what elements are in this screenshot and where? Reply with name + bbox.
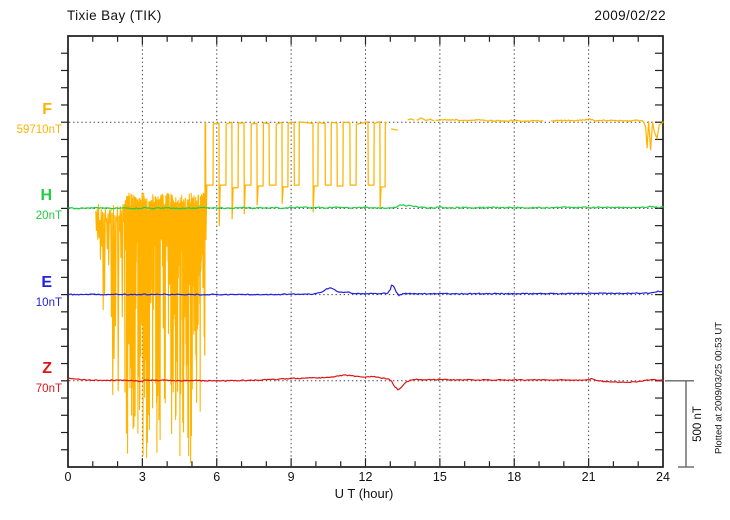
plotted-at-timestamp: Plotted at 2009/03/25 00:53 UT: [713, 321, 725, 455]
trace-F: [435, 118, 544, 123]
trace-F: [407, 118, 415, 121]
trace-F-noise: [95, 204, 126, 396]
scale-bar-label: 500 nT: [692, 406, 704, 442]
channel-label-H: H: [40, 187, 52, 205]
x-axis-title: U T (hour): [334, 486, 394, 501]
trace-F: [550, 118, 664, 151]
x-tick-label: 9: [287, 470, 295, 484]
trace-F: [416, 117, 435, 122]
trace-E: [67, 284, 664, 297]
channel-baseline-value-H: 20nT: [35, 210, 62, 223]
trace-Z: [67, 374, 664, 391]
channel-label-F: F: [42, 101, 52, 119]
channel-baseline-value-F: 59710nT: [16, 124, 62, 137]
channel-label-Z: Z: [42, 359, 52, 377]
x-tick-label: 15: [432, 470, 447, 484]
x-tick-label: 24: [656, 470, 670, 484]
trace-F-noise: [124, 192, 206, 464]
x-tick-label: 3: [138, 470, 146, 484]
station-title: Tixie Bay (TIK): [67, 8, 162, 23]
trace-F: [390, 128, 398, 131]
date-label: 2009/02/22: [594, 8, 666, 23]
trace-F-squarewave: [204, 121, 388, 356]
x-tick-label: 12: [358, 470, 373, 484]
trace-H: [67, 204, 664, 210]
x-tick-label: 18: [507, 470, 522, 484]
x-tick-label: 0: [64, 470, 72, 484]
channel-baseline-value-Z: 70nT: [35, 382, 62, 395]
plot-frame: [67, 35, 664, 468]
x-tick-label: 21: [581, 470, 596, 484]
channel-label-E: E: [41, 273, 52, 291]
x-tick-label: 6: [213, 470, 221, 484]
channel-baseline-value-E: 10nT: [35, 296, 62, 309]
